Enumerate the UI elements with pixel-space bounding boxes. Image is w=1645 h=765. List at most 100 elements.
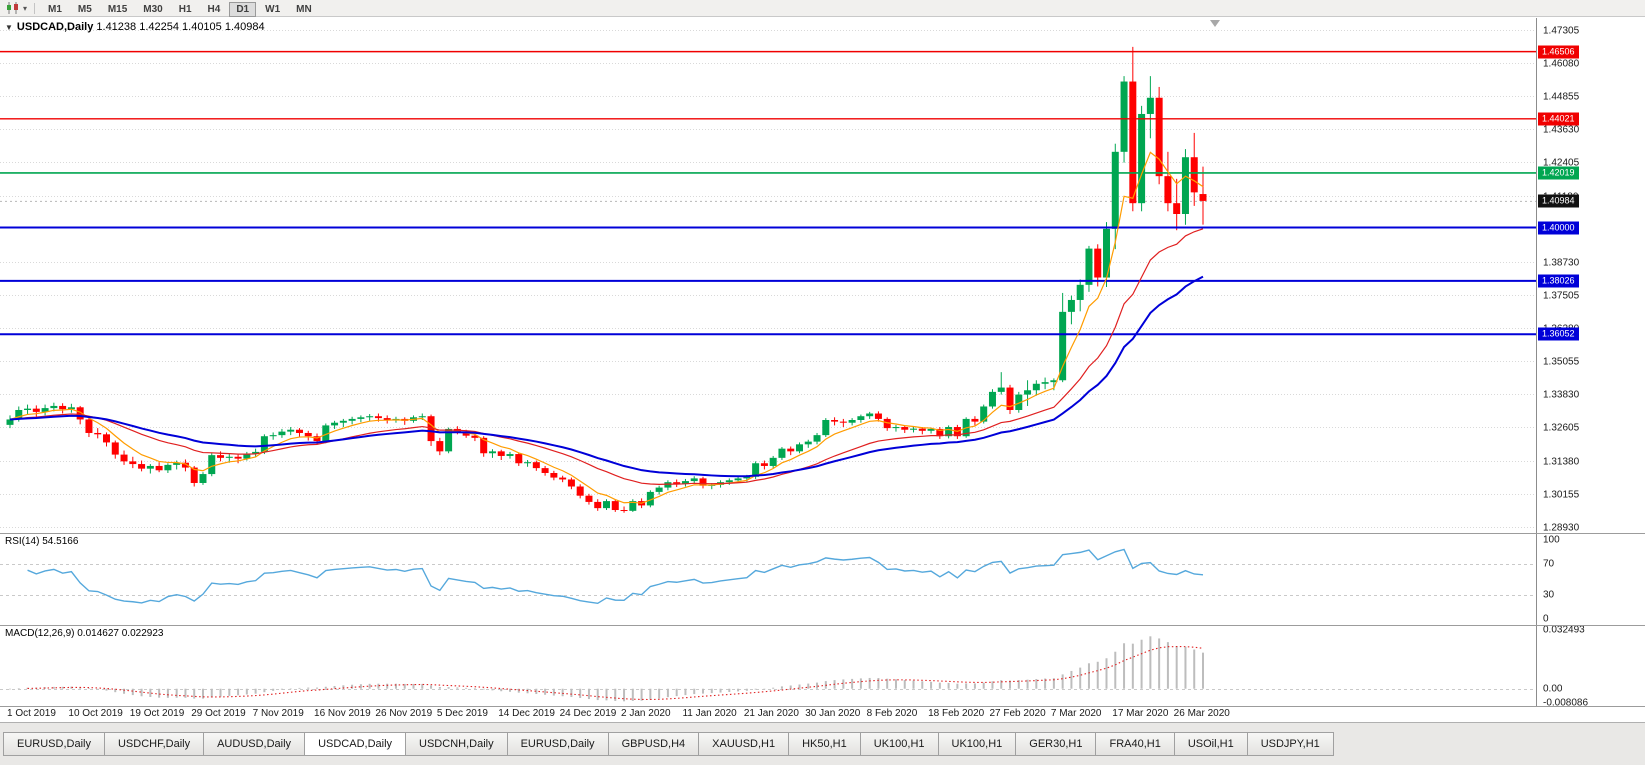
chart-tab-usdcnh-daily[interactable]: USDCNH,Daily	[405, 732, 507, 756]
rsi-pane: 100 70 30 0 RSI(14) 54.5166	[0, 534, 1645, 625]
time-axis[interactable]: 1 Oct 2019 10 Oct 2019 19 Oct 2019 29 Oct 2…	[0, 707, 1645, 722]
chart-symbol: USDCAD,Daily	[16, 21, 94, 33]
price-chart-canvas[interactable]	[0, 18, 1536, 533]
chart-tab-xauusd-h1[interactable]: XAUUSD,H1	[698, 732, 789, 756]
macd-pane: 0.032493 0.00 -0.008086 MACD(12,26,9) 0.01…	[0, 626, 1645, 706]
date-label: 21 Jan 2020	[743, 708, 799, 719]
macd-canvas[interactable]	[0, 626, 1536, 706]
date-label: 18 Feb 2020	[928, 708, 985, 719]
level-price-badge[interactable]: 1.42019	[1538, 166, 1579, 180]
rsi-tick-label: 100	[1543, 534, 1560, 546]
timeframe-button-m1[interactable]: M1	[48, 4, 62, 15]
level-price-badge[interactable]: 1.46506	[1538, 45, 1579, 59]
macd-values: 0.014627 0.022923	[77, 628, 164, 639]
chart-tab-hk50-h1[interactable]: HK50,H1	[788, 732, 860, 756]
chart-tab-ger30-h1[interactable]: GER30,H1	[1015, 732, 1096, 756]
price-tick-label: 1.42405	[1543, 157, 1580, 168]
collapse-icon[interactable]: ▼	[5, 23, 13, 32]
rsi-tick-label: 70	[1543, 558, 1555, 570]
timeframe-button-m5[interactable]: M5	[77, 4, 92, 15]
date-label: 17 Mar 2020	[1112, 708, 1169, 719]
date-label: 14 Dec 2019	[498, 708, 555, 719]
price-tick-label: 1.38730	[1543, 257, 1580, 268]
chart-tab-uk100-h1[interactable]: UK100,H1	[859, 732, 938, 756]
price-tick-label: 1.43630	[1543, 124, 1580, 135]
price-tick-label: 1.35055	[1543, 356, 1580, 367]
chart-tab-fra40-h1[interactable]: FRA40,H1	[1095, 732, 1174, 756]
macd-tick-label: 0.032493	[1543, 626, 1585, 636]
pane-divider[interactable]	[0, 625, 1645, 626]
timeframe-button-h4[interactable]: H4	[207, 4, 221, 15]
price-tick-label: 1.47305	[1543, 25, 1580, 36]
chart-tab-usdcad-daily[interactable]: USDCAD,Daily	[304, 732, 406, 756]
main-chart-pane: 1.473051.460801.448551.436301.424051.411…	[0, 18, 1645, 533]
timeframe-button-d1[interactable]: D1	[229, 2, 257, 17]
timeframe-button-h1[interactable]: H1	[178, 4, 192, 15]
level-price-badge[interactable]: 1.40000	[1538, 221, 1579, 234]
date-label: 7 Mar 2020	[1050, 708, 1102, 719]
rsi-title: RSI(14) 54.5166	[5, 536, 78, 547]
date-label: 8 Feb 2020	[866, 708, 918, 719]
chart-type-icon[interactable]	[4, 2, 23, 14]
price-tick-label: 1.30155	[1543, 489, 1580, 500]
macd-tick-label: 0.00	[1543, 683, 1563, 695]
timeframe-button-w1[interactable]: W1	[265, 4, 281, 15]
chart-tabs: EURUSD,Daily USDCHF,Daily AUDUSD,Daily USDC…	[3, 732, 1334, 756]
chart-shift-marker[interactable]	[1210, 20, 1220, 27]
rsi-tick-label: 0	[1543, 613, 1549, 625]
level-price-badge[interactable]: 1.44021	[1538, 112, 1579, 126]
chevron-down-icon[interactable]: ▾	[23, 3, 28, 13]
timeframe-button-m30[interactable]: M30	[143, 4, 163, 15]
chart-ohlc-values: 1.41238 1.42254 1.40105 1.40984	[96, 21, 265, 33]
chart-tab-usoil-h1[interactable]: USOil,H1	[1173, 732, 1247, 756]
current-price-badge: 1.40984	[1538, 194, 1579, 208]
date-label: 26 Mar 2020	[1173, 708, 1230, 719]
chart-tab-usdchf-daily[interactable]: USDCHF,Daily	[103, 732, 204, 756]
pane-divider[interactable]	[0, 533, 1645, 534]
date-label: 26 Nov 2019	[375, 708, 433, 719]
rsi-canvas[interactable]	[0, 534, 1536, 625]
price-tick-label: 1.32605	[1543, 422, 1580, 433]
chart-tab-uk100-h1[interactable]: UK100,H1	[937, 732, 1016, 756]
price-tick-label: 1.46080	[1543, 58, 1580, 69]
date-label: 16 Nov 2019	[314, 708, 371, 719]
price-tick-label: 1.44855	[1543, 91, 1580, 102]
timeframe-button-group: M1 M5 M15 M30 H1 H4 D1 W1 MN	[40, 0, 320, 17]
macd-tick-label: -0.008086	[1543, 697, 1589, 706]
pane-divider[interactable]	[0, 706, 1645, 707]
timeframe-button-mn[interactable]: MN	[296, 4, 312, 15]
price-tick-label: 1.37505	[1543, 290, 1580, 301]
chart-tab-usdjpy-h1[interactable]: USDJPY,H1	[1246, 732, 1334, 756]
date-label: 19 Oct 2019	[129, 708, 185, 719]
date-label: 2 Jan 2020	[621, 708, 671, 719]
chart-tab-gbpusd-h4[interactable]: GBPUSD,H4	[607, 732, 699, 756]
date-label: 29 Oct 2019	[191, 708, 246, 719]
date-label: 24 Dec 2019	[559, 708, 617, 719]
date-label: 30 Jan 2020	[805, 708, 861, 719]
timeframe-toolbar: ▾ M1 M5 M15 M30 H1 H4 D1 W1 MN	[0, 0, 1645, 17]
date-label: 1 Oct 2019	[7, 708, 56, 719]
macd-title: MACD(12,26,9) 0.014627 0.022923	[5, 628, 163, 639]
date-label: 11 Jan 2020	[682, 708, 737, 719]
timeframe-button-m15[interactable]: M15	[107, 4, 128, 15]
level-price-badge[interactable]: 1.36052	[1538, 327, 1579, 341]
macd-scale[interactable]: 0.032493 0.00 -0.008086	[1536, 626, 1645, 706]
date-label: 27 Feb 2020	[989, 708, 1046, 719]
level-price-badge[interactable]: 1.38026	[1538, 274, 1579, 288]
chart-tab-audusd-daily[interactable]: AUDUSD,Daily	[203, 732, 305, 756]
date-label: 10 Oct 2019	[68, 708, 123, 719]
chart-tab-eurusd-daily[interactable]: EURUSD,Daily	[3, 732, 104, 756]
price-tick-label: 1.33830	[1543, 389, 1580, 400]
macd-indicator-name: MACD(12,26,9)	[5, 628, 75, 639]
rsi-scale[interactable]: 100 70 30 0	[1536, 534, 1645, 625]
toolbar-separator	[34, 2, 36, 14]
chart-title: ▼ USDCAD,Daily 1.41238 1.42254 1.40105 1.…	[5, 21, 265, 33]
rsi-tick-label: 30	[1543, 589, 1555, 601]
rsi-indicator-name: RSI(14)	[5, 536, 40, 547]
date-label: 5 Dec 2019	[436, 708, 488, 719]
date-label: 7 Nov 2019	[252, 708, 304, 719]
chart-tab-bar: EURUSD,Daily USDCHF,Daily AUDUSD,Daily USDC…	[0, 722, 1645, 765]
price-tick-label: 1.31380	[1543, 456, 1580, 467]
rsi-value: 54.5166	[42, 536, 79, 547]
chart-tab-eurusd-daily[interactable]: EURUSD,Daily	[506, 732, 608, 756]
